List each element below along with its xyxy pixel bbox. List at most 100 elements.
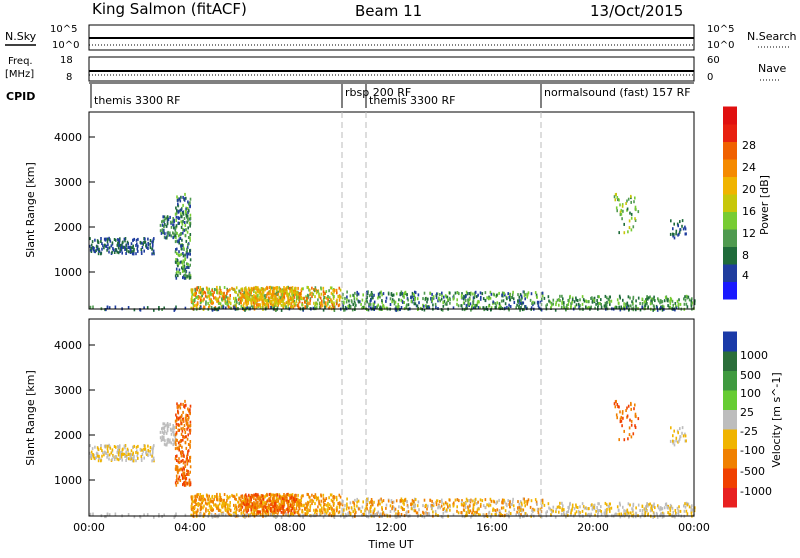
power-point [415, 304, 418, 308]
velocity-point [521, 515, 524, 519]
power-point [489, 290, 492, 294]
power-point [381, 300, 383, 304]
power-point [641, 297, 644, 301]
power-point [669, 299, 671, 303]
velocity-point [187, 407, 189, 411]
velocity-point [314, 512, 316, 516]
velocity-point [250, 497, 252, 501]
power-point [682, 227, 685, 231]
velocity-point [226, 510, 229, 514]
power-point [562, 306, 565, 309]
velocity-point [238, 509, 240, 513]
velocity-point [652, 504, 654, 508]
velocity-point [468, 509, 470, 513]
velocity-point [272, 510, 274, 514]
power-point [324, 306, 326, 309]
power-point [221, 297, 223, 301]
velocity-point [413, 500, 415, 503]
velocity-point [112, 453, 114, 457]
velocity-point [163, 422, 166, 426]
velocity-point [337, 502, 339, 505]
power-point [129, 248, 132, 252]
power-point [188, 272, 191, 276]
power-point [333, 295, 335, 298]
velocity-point [562, 504, 564, 508]
velocity-point [175, 431, 178, 435]
power-point [129, 250, 132, 254]
velocity-point [201, 498, 204, 502]
power-point [193, 304, 196, 308]
velocity-point [250, 508, 252, 512]
power-point [257, 303, 259, 307]
velocity-point [183, 476, 185, 480]
power-point [181, 238, 183, 242]
power-point [89, 248, 92, 252]
velocity-point [107, 444, 109, 448]
velocity-point [259, 496, 262, 500]
velocity-point [181, 429, 184, 433]
velocity-point [443, 506, 446, 510]
velocity-point [174, 481, 177, 485]
power-point [547, 295, 550, 299]
velocity-point [436, 499, 438, 503]
power-point [191, 292, 194, 296]
power-point [477, 293, 479, 297]
velocity-point [536, 502, 538, 506]
power-point [203, 306, 206, 309]
velocity-point [217, 513, 219, 517]
velocity-point [199, 498, 202, 502]
power-point [247, 296, 250, 299]
power-point [197, 295, 200, 298]
velocity-point [294, 494, 296, 498]
power-point [442, 304, 445, 308]
power-point [245, 296, 248, 300]
power-point [215, 297, 217, 301]
power-point [100, 237, 102, 240]
power-point [454, 291, 457, 295]
velocity-point [346, 505, 348, 509]
velocity-point [97, 448, 100, 452]
velocity-point [311, 498, 313, 502]
velocity-point [199, 503, 201, 507]
velocity-point [346, 497, 348, 501]
velocity-point [245, 503, 248, 507]
power-point [151, 247, 153, 251]
velocity-point [288, 506, 290, 510]
velocity-point [669, 512, 672, 516]
power-point [205, 300, 207, 304]
velocity-point [504, 500, 506, 504]
power-point [620, 305, 622, 309]
velocity-point [272, 499, 275, 503]
power-point [513, 301, 516, 304]
power-point [251, 295, 254, 299]
velocity-point [194, 505, 196, 509]
velocity-point [552, 505, 555, 509]
velocity-point [265, 505, 267, 509]
power-cbar-tick-4: 20 [742, 183, 756, 196]
velocity-point [560, 512, 563, 516]
power-point [377, 303, 379, 307]
power-point [300, 292, 302, 296]
velocity-point [298, 499, 300, 503]
velocity-point [271, 501, 274, 505]
velocity-point [282, 497, 284, 501]
velocity-colorbar-cell [723, 390, 737, 410]
velocity-point [183, 480, 186, 484]
velocity-point [108, 443, 110, 447]
velocity-point [282, 502, 285, 506]
power-point [108, 250, 110, 254]
velocity-point [623, 512, 625, 516]
power-point [245, 306, 247, 310]
velocity-point [608, 504, 610, 508]
velocity-point [163, 425, 166, 429]
power-point [653, 295, 655, 299]
power-point [348, 303, 351, 307]
velocity-point [152, 456, 155, 460]
power-point [183, 269, 185, 273]
xtick-1: 04:00 [174, 521, 206, 534]
velocity-point [282, 505, 285, 509]
velocity-point [621, 410, 624, 414]
velocity-point [190, 497, 193, 501]
power-point [434, 302, 437, 306]
velocity-point [246, 510, 248, 514]
